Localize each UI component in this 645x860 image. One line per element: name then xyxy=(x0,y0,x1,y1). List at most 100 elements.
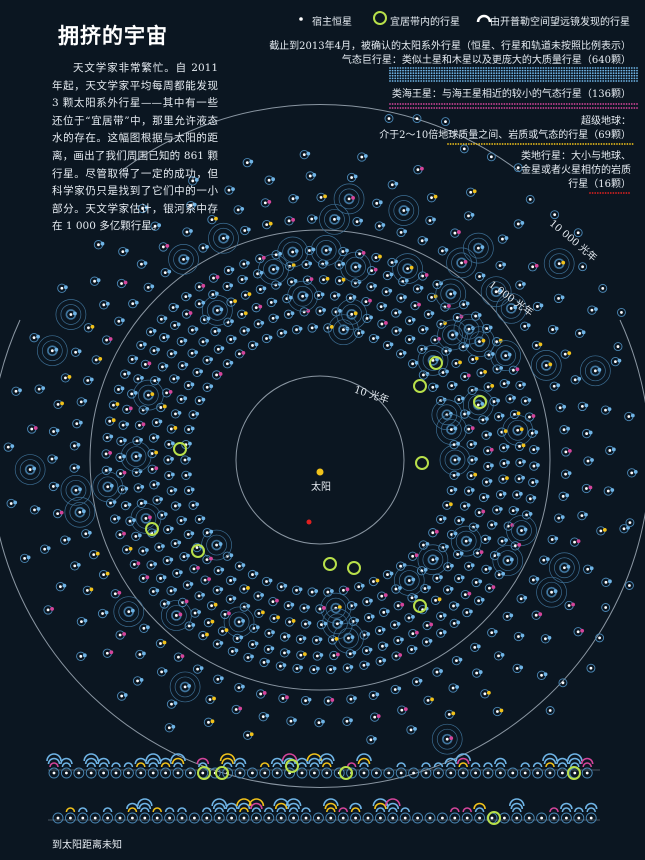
gas-giant-bar xyxy=(503,80,506,82)
host-star xyxy=(329,668,333,671)
planet xyxy=(345,587,350,592)
host-star xyxy=(453,231,457,235)
host-star xyxy=(117,319,121,323)
host-star xyxy=(374,256,378,259)
host-star xyxy=(119,439,123,443)
host-star xyxy=(470,458,474,462)
host-star xyxy=(431,531,435,535)
strip-orbit xyxy=(383,767,395,779)
gas-giant-bar xyxy=(498,69,501,72)
planet xyxy=(170,472,175,477)
gas-giant-bar xyxy=(552,67,555,69)
planet xyxy=(67,374,72,379)
category-neptune-label: 类海王星：与海王星相近的较小的气态行星（136颗） xyxy=(391,89,631,100)
planet xyxy=(246,586,250,590)
strip-host-star xyxy=(515,816,519,820)
host-star xyxy=(203,578,207,582)
orbit-ring xyxy=(41,340,63,362)
planet xyxy=(220,346,225,351)
neptune-bar xyxy=(565,107,568,109)
gas-giant-bar xyxy=(508,72,511,75)
planet xyxy=(100,241,105,246)
orbit-ring xyxy=(548,253,570,275)
gas-giant-bar xyxy=(555,67,558,69)
planet xyxy=(411,577,416,582)
gas-giant-bar xyxy=(568,67,571,69)
neptune-bar xyxy=(589,103,592,105)
host-star xyxy=(183,685,187,689)
planet xyxy=(286,649,291,654)
gas-giant-bar xyxy=(402,74,404,77)
host-star xyxy=(257,611,261,615)
host-star xyxy=(512,368,515,372)
strip-planet-arc xyxy=(372,798,389,807)
gas-giant-bar xyxy=(498,72,501,75)
strip-planet-arc xyxy=(444,757,458,765)
super-earth-bar xyxy=(454,143,457,145)
planet xyxy=(321,719,325,724)
strip-host-star xyxy=(89,771,93,775)
gas-giant-bar xyxy=(630,67,633,69)
host-star xyxy=(242,329,246,333)
gas-giant-bar xyxy=(472,80,475,82)
planet xyxy=(139,678,144,682)
planet xyxy=(156,377,161,382)
strip-planet-arc xyxy=(561,807,572,813)
gas-giant-bar xyxy=(555,69,558,72)
gas-giant-bar xyxy=(477,67,480,69)
planet xyxy=(188,311,193,315)
host-star xyxy=(590,308,594,312)
strip-planet-arc xyxy=(274,802,288,810)
gas-giant-bar xyxy=(474,74,477,77)
super-earth-bar xyxy=(493,143,496,145)
planet xyxy=(55,428,60,433)
host-star xyxy=(498,264,502,267)
gas-giant-bar xyxy=(607,69,610,72)
gas-giant-bar xyxy=(443,72,446,75)
neptune-bar xyxy=(441,107,443,109)
neptune-bar xyxy=(604,107,607,109)
gas-giant-bar xyxy=(628,77,631,80)
host-star xyxy=(263,201,267,205)
host-star xyxy=(197,517,201,521)
host-star xyxy=(125,548,128,552)
category-super-label-2: 介于2～10倍地球质量之间、岩质或气态的行星（69颗） xyxy=(379,130,631,141)
planet xyxy=(385,609,390,614)
planet xyxy=(123,438,127,443)
neptune-bar xyxy=(498,103,501,105)
orbit xyxy=(578,262,588,272)
gas-giant-bar xyxy=(545,80,547,82)
host-star xyxy=(372,580,375,583)
planet xyxy=(132,518,136,523)
planet xyxy=(439,281,443,286)
host-star xyxy=(184,295,188,299)
planet xyxy=(153,562,158,566)
strip-orbit xyxy=(98,767,110,779)
gas-giant-bar xyxy=(524,77,527,80)
planet xyxy=(186,553,190,558)
orbit-ring xyxy=(137,384,159,406)
planet xyxy=(375,692,380,697)
planet xyxy=(516,411,521,416)
gas-giant-bar xyxy=(420,74,423,77)
host-star xyxy=(149,330,152,334)
gas-giant-bar xyxy=(589,69,592,72)
host-star xyxy=(150,467,154,471)
neptune-bar xyxy=(503,103,506,105)
orbit-ring xyxy=(113,596,145,628)
gas-giant-bar xyxy=(493,67,495,69)
strip-orbit xyxy=(374,812,386,824)
strip-planet-arc xyxy=(49,762,59,768)
host-star xyxy=(134,455,138,458)
strip-host-star xyxy=(403,816,407,820)
host-star xyxy=(439,614,443,618)
planet xyxy=(195,502,200,507)
gas-giant-bar xyxy=(610,72,612,75)
gas-giant-bar xyxy=(620,74,623,77)
host-star xyxy=(435,283,439,286)
host-star xyxy=(520,529,523,532)
planet xyxy=(520,633,525,638)
gas-giant-bar xyxy=(441,74,443,77)
planet xyxy=(409,265,414,270)
gas-giant-bar xyxy=(584,67,586,69)
